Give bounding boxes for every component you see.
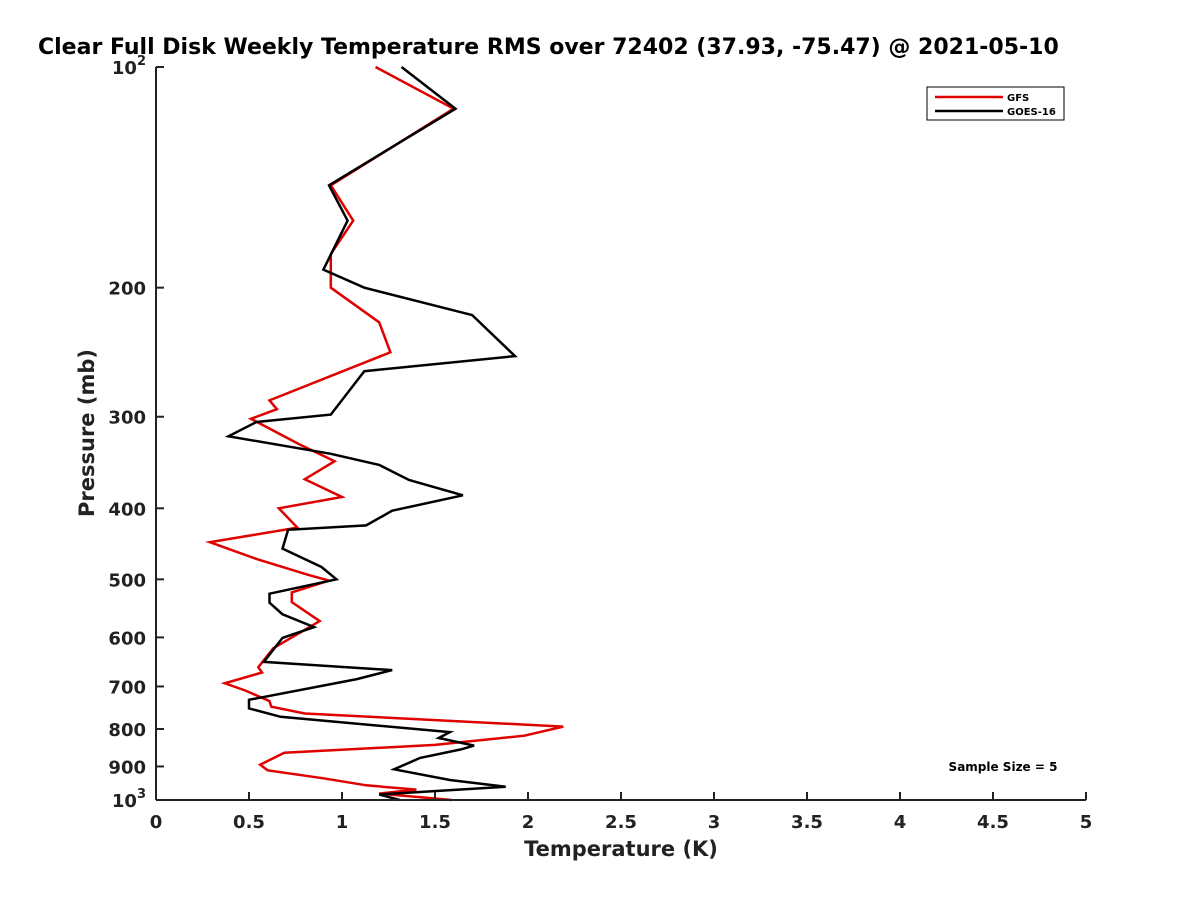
y-tick-label-base: 900 — [108, 757, 146, 778]
y-tick-label-base: 400 — [108, 499, 146, 520]
y-tick-label-exponent: 2 — [137, 54, 146, 69]
x-tick-label: 2.5 — [605, 812, 637, 833]
series-line-goes-16 — [224, 66, 518, 802]
x-tick-label: 4 — [894, 812, 907, 833]
y-tick-label: 300 — [108, 408, 146, 429]
series-layer — [204, 65, 564, 802]
y-tick-label: 103 — [112, 787, 146, 812]
x-tick-label: 1 — [336, 812, 349, 833]
y-tick-label: 600 — [108, 628, 146, 649]
chart-title: Clear Full Disk Weekly Temperature RMS o… — [38, 35, 1059, 60]
x-tick-label: 2 — [522, 812, 535, 833]
plot-area: 0 0.5 1 1.5 2 2.5 3 3.5 4 4.5 5 102200300400500600… — [108, 54, 1092, 833]
x-ticks: 0 0.5 1 1.5 2 2.5 3 3.5 4 4.5 5 — [150, 792, 1093, 833]
x-tick-label: 5 — [1080, 812, 1093, 833]
sample-size-annotation: Sample Size = 5 — [949, 760, 1058, 774]
y-tick-label: 400 — [108, 499, 146, 520]
y-tick-label-base: 600 — [108, 628, 146, 649]
y-tick-label-base: 500 — [108, 570, 146, 591]
y-tick-label: 900 — [108, 757, 146, 778]
legend-label: GFS — [1007, 93, 1029, 104]
x-tick-label: 3.5 — [791, 812, 823, 833]
y-tick-label-base: 700 — [108, 677, 146, 698]
x-tick-label: 4.5 — [977, 812, 1009, 833]
y-axis-label: Pressure (mb) — [75, 349, 99, 517]
series-line-gfs — [204, 65, 564, 802]
x-axis-label: Temperature (K) — [524, 837, 718, 861]
y-tick-label: 102 — [112, 54, 146, 79]
y-tick-label-base: 300 — [108, 408, 146, 429]
y-tick-label-base: 10 — [112, 791, 137, 812]
y-tick-label: 700 — [108, 677, 146, 698]
y-tick-label: 500 — [108, 570, 146, 591]
y-tick-label: 800 — [108, 720, 146, 741]
x-tick-label: 0 — [150, 812, 163, 833]
x-tick-label: 0.5 — [233, 812, 265, 833]
y-tick-label-base: 10 — [112, 58, 137, 79]
x-tick-label: 3 — [708, 812, 721, 833]
legend-items: GFS GOES-16 — [935, 93, 1056, 118]
x-tick-label: 1.5 — [419, 812, 451, 833]
legend: GFS GOES-16 — [926, 86, 1065, 121]
y-tick-label-base: 800 — [108, 720, 146, 741]
legend-label: GOES-16 — [1007, 107, 1056, 118]
y-tick-label-base: 200 — [108, 279, 146, 300]
legend-box — [926, 86, 1065, 121]
y-tick-label-exponent: 3 — [137, 787, 146, 802]
y-tick-label: 200 — [108, 279, 146, 300]
